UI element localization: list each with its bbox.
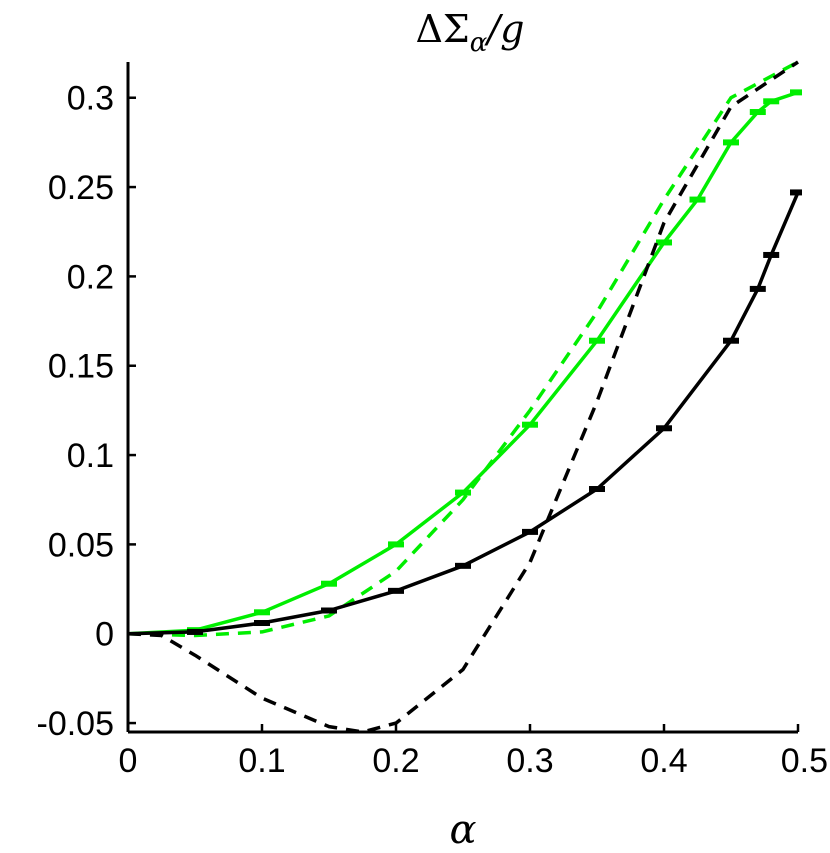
series-3-errorbar — [388, 587, 404, 594]
x-tick-label: 0.4 — [640, 742, 687, 780]
series-1-errorbar — [388, 541, 404, 548]
series-3-errorbar — [522, 528, 538, 535]
x-axis-label: α — [449, 807, 476, 853]
series-1-errorbar — [689, 196, 706, 203]
chart-title-main: ΔΣ — [415, 7, 469, 51]
series-3-errorbar — [763, 251, 780, 258]
series-1-errorbar — [321, 580, 337, 587]
series-3-errorbar — [455, 562, 471, 569]
series-1-errorbar — [455, 489, 471, 496]
y-tick-label: 0.05 — [48, 526, 114, 564]
chart-title-subscript: α — [470, 28, 488, 58]
series-3-errorbar — [723, 337, 739, 344]
series-3-errorbar — [321, 607, 337, 614]
series-1-errorbar — [522, 421, 538, 428]
chart-title-tail: /g — [483, 7, 524, 51]
y-tick-label: 0.25 — [48, 169, 114, 207]
series-1-errorbar — [763, 98, 780, 105]
series-3-errorbar — [749, 285, 766, 292]
series-1-errorbar — [254, 609, 270, 616]
y-tick-label: 0.3 — [67, 80, 114, 118]
series-3-errorbar — [656, 425, 672, 432]
series-1-errorbar — [589, 337, 605, 344]
series-3-errorbar — [187, 628, 203, 635]
chart-title: ΔΣα/g — [415, 7, 524, 58]
y-tick-label: 0.15 — [48, 348, 114, 386]
series-1-errorbar — [723, 139, 739, 146]
series-1-errorbar — [749, 109, 766, 116]
y-tick-label: 0.2 — [67, 258, 114, 296]
plot-area — [128, 60, 802, 732]
x-tick-label: 0.1 — [238, 742, 285, 780]
x-tick-label: 0.2 — [372, 742, 419, 780]
series-3-errorbar — [790, 189, 802, 196]
y-tick-label: -0.05 — [37, 705, 115, 743]
series-3-errorbar — [589, 486, 605, 493]
x-tick-label: 0.5 — [781, 742, 828, 780]
y-tick-label: 0.1 — [67, 437, 114, 475]
series-line-2 — [128, 60, 799, 638]
x-tick-label: 0.3 — [506, 742, 553, 780]
series-line-4 — [128, 60, 799, 732]
x-tick-label: 0 — [119, 742, 138, 780]
series-1-errorbar — [656, 239, 672, 246]
y-tick-label: 0 — [95, 616, 114, 654]
series-line-1 — [128, 90, 799, 636]
series-3-errorbar — [254, 620, 270, 627]
series-1-errorbar — [790, 89, 802, 96]
